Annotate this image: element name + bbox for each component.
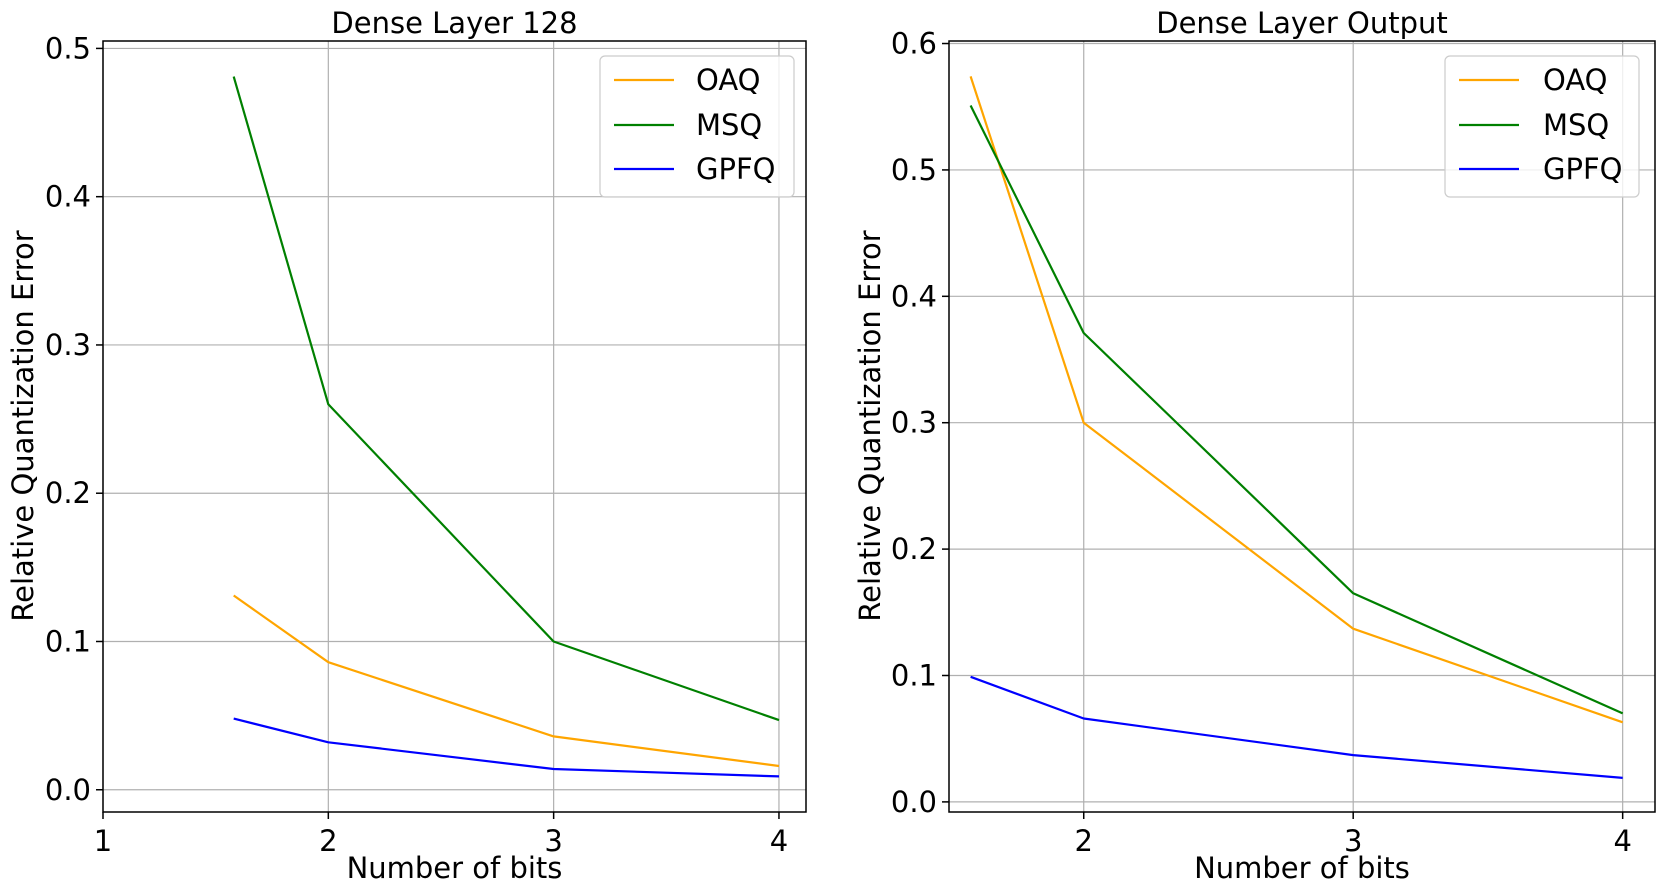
chart-right: 2 3 4 0.0 0.1 0.2 0.3 0.4 0.5 0.6 Dense Layer Ou… [853,6,1656,885]
left-y-tick-label: 0.3 [45,328,91,362]
right-series-oaq-line [969,76,1624,724]
left-y-tick-label: 0.5 [45,31,91,65]
left-plot-frame [102,40,807,813]
left-y-tick-label: 0.1 [45,624,91,658]
right-legend-box [1444,55,1640,198]
right-legend-msq-label: MSQ [1543,108,1609,142]
left-x-tick-label: 2 [319,824,337,858]
left-series [232,76,780,778]
left-y-axis-label: Relative Quantization Error [6,230,40,621]
left-series-msq-line [232,76,780,722]
right-x-axis-label: Number of bits [1194,851,1410,885]
left-y-tick-label: 0.2 [45,476,91,510]
left-series-oaq-line [233,594,780,768]
left-x-axis-label: Number of bits [347,851,563,885]
left-legend-box [599,55,795,198]
right-x-ticks: 2 3 4 [1075,812,1632,858]
left-y-ticks: 0.0 0.1 0.2 0.3 0.4 0.5 [45,31,103,807]
right-y-tick-label: 0.1 [891,658,937,692]
right-y-tick-label: 0.4 [891,279,937,313]
right-series [969,76,1624,779]
left-x-ticks: 1 2 3 4 [94,812,788,858]
right-y-tick-label: 0.5 [891,153,937,187]
left-series-gpfq-line [233,717,780,778]
right-y-axis-label: Relative Quantization Error [853,230,887,621]
left-y-tick-label: 0.4 [45,180,91,214]
right-series-msq-line [969,105,1624,715]
right-chart-title: Dense Layer Output [1156,6,1448,40]
left-x-tick-label: 1 [94,824,112,858]
right-legend-oaq-label: OAQ [1543,63,1607,97]
right-x-tick-label: 2 [1075,824,1093,858]
left-x-tick-label: 3 [544,824,562,858]
left-legend-msq-label: MSQ [696,108,762,142]
right-y-tick-label: 0.0 [891,785,937,819]
right-x-tick-label: 3 [1344,824,1362,858]
left-x-tick-label: 4 [770,824,788,858]
left-chart-title: Dense Layer 128 [331,6,577,40]
right-y-ticks: 0.0 0.1 0.2 0.3 0.4 0.5 0.6 [891,27,949,819]
right-series-gpfq-line [970,675,1623,779]
right-legend-gpfq-label: GPFQ [1543,152,1622,186]
right-x-tick-label: 4 [1613,824,1631,858]
left-legend: OAQ MSQ GPFQ [599,55,795,198]
right-y-tick-label: 0.6 [891,27,937,61]
left-y-tick-label: 0.0 [45,773,91,807]
left-legend-gpfq-label: GPFQ [696,152,775,186]
right-legend: OAQ MSQ GPFQ [1444,55,1640,198]
right-y-tick-label: 0.3 [891,406,937,440]
left-legend-oaq-label: OAQ [696,63,760,97]
right-y-tick-label: 0.2 [891,532,937,566]
right-plot-frame [948,40,1656,813]
